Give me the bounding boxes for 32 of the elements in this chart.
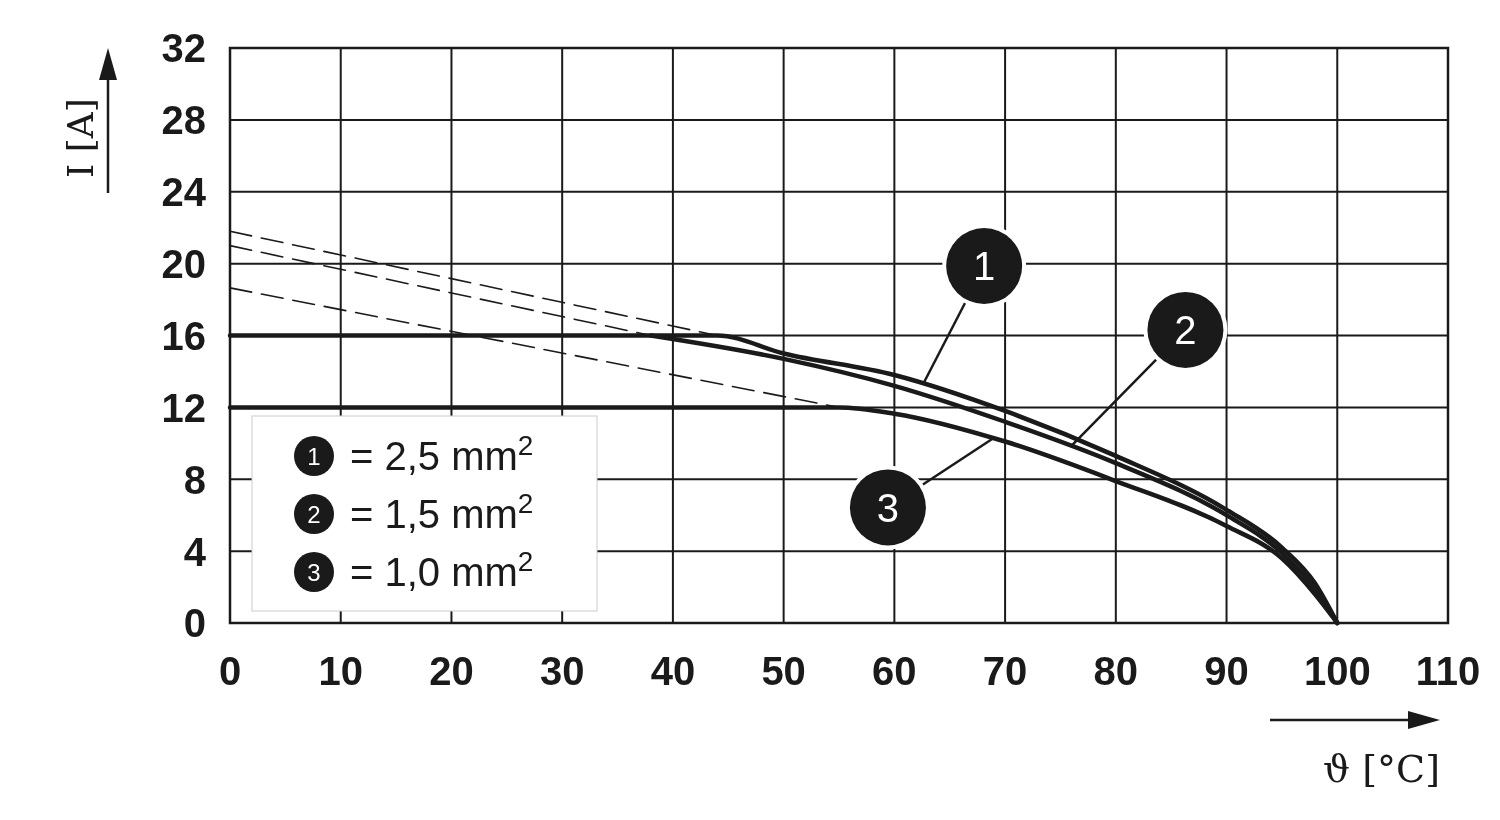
text: 2 bbox=[307, 500, 321, 528]
x-tick-label: 10 bbox=[318, 649, 363, 694]
y-tick-label: 24 bbox=[161, 170, 207, 215]
y-tick-label: 8 bbox=[183, 457, 206, 502]
x-tick-label: 50 bbox=[761, 649, 806, 694]
x-tick-label: 110 bbox=[1415, 649, 1481, 694]
x-tick-label: 20 bbox=[429, 649, 474, 694]
annotation: 1 bbox=[973, 244, 996, 289]
y-tick-label: 0 bbox=[183, 601, 206, 646]
text: 1 bbox=[307, 442, 321, 470]
x-axis-title: ϑ [°C] bbox=[1323, 746, 1440, 791]
y-tick-label: 28 bbox=[161, 98, 206, 143]
x-tick-label: 60 bbox=[872, 649, 917, 694]
y-tick-label: 4 bbox=[183, 529, 207, 574]
legend-label: = 1,5 mm$^{2}$ bbox=[350, 487, 534, 537]
x-tick-label: 70 bbox=[982, 649, 1028, 694]
x-tick-label: 90 bbox=[1204, 649, 1249, 694]
legend-label: = 2,5 mm$^{2}$ bbox=[350, 429, 534, 479]
y-axis-title: I [A] bbox=[59, 98, 101, 178]
x-tick-label: 0 bbox=[218, 649, 242, 694]
y-tick-label: 16 bbox=[161, 313, 206, 358]
x-tick-label: 30 bbox=[539, 649, 585, 694]
text: 3 bbox=[307, 558, 321, 586]
y-tick-label: 32 bbox=[161, 26, 206, 71]
y-tick-label: 20 bbox=[161, 242, 206, 287]
x-tick-label: 80 bbox=[1093, 649, 1139, 694]
legend-label: = 1,0 mm$^{2}$ bbox=[350, 545, 534, 595]
annotation: 3 bbox=[876, 485, 900, 530]
x-tick-label: 40 bbox=[650, 649, 696, 694]
annotation: 2 bbox=[1174, 308, 1197, 353]
x-tick-label: 100 bbox=[1303, 649, 1371, 694]
y-tick-label: 12 bbox=[161, 385, 206, 430]
